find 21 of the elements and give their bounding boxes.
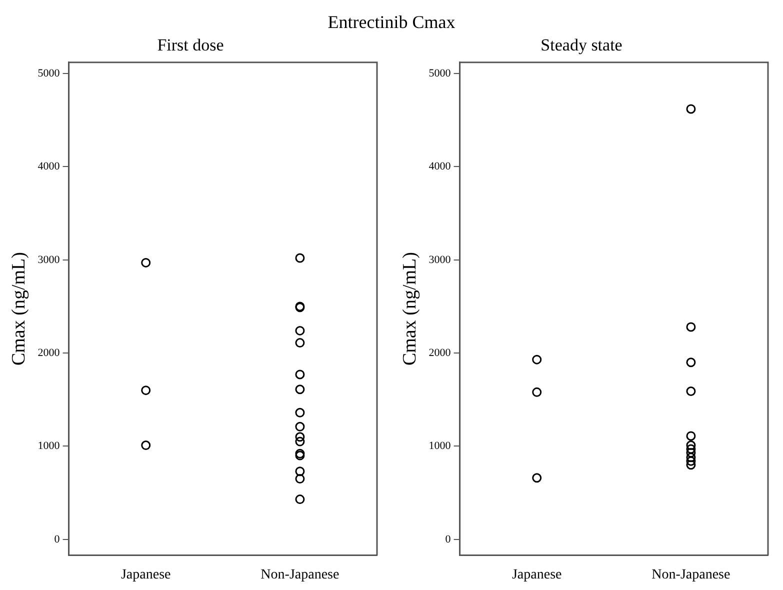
y-tick-label: 1000 (38, 440, 60, 452)
y-tick-label: 5000 (428, 67, 452, 80)
y-tick-label: 0 (54, 533, 60, 546)
chart-title: First dose (157, 36, 224, 55)
chart-title: Steady state (540, 36, 622, 55)
x-tick-label: Non-Japanese (260, 567, 340, 582)
x-tick-label: Japanese (120, 567, 171, 582)
y-tick-label: 4000 (38, 160, 60, 173)
y-tick-label: 2000 (38, 346, 60, 359)
x-tick-label: Japanese (512, 567, 562, 582)
y-tick-label: 3000 (38, 254, 60, 266)
y-tick-label: 4000 (428, 160, 452, 173)
y-tick-label: 3000 (428, 254, 452, 266)
y-axis-title: Cmax (ng/mL) (8, 252, 30, 366)
y-tick-label: 1000 (428, 440, 452, 452)
x-tick-label: Non-Japanese (652, 567, 730, 582)
text: Entrectinib Cmax (328, 12, 456, 32)
y-axis-title: Cmax (ng/mL) (399, 252, 420, 366)
y-tick-label: 0 (445, 533, 452, 546)
y-tick-label: 2000 (428, 346, 452, 359)
y-tick-label: 5000 (38, 67, 60, 80)
